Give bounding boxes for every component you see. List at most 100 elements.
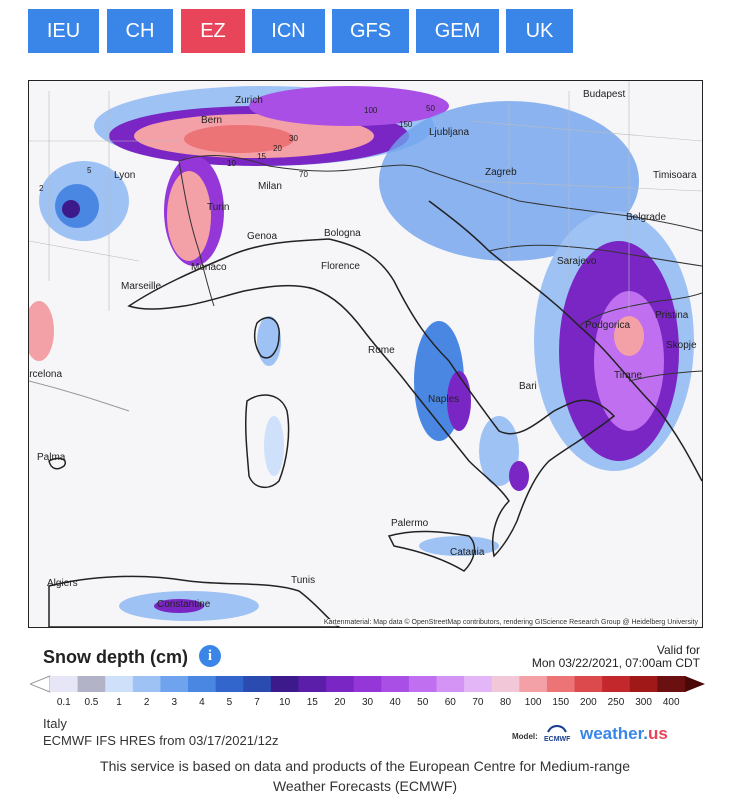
scale-swatch	[215, 676, 244, 692]
scale-tick-label: 100	[524, 697, 542, 708]
brand-suffix: us	[648, 724, 668, 743]
svg-text:15: 15	[257, 152, 266, 161]
city-label: Rome	[368, 345, 395, 356]
attribution-line: This service is based on data and produc…	[100, 758, 630, 774]
scale-tick-label: 5	[226, 697, 233, 708]
city-label: Timisoara	[653, 170, 697, 181]
tab-gem[interactable]: GEM	[416, 9, 499, 53]
tab-icn[interactable]: ICN	[252, 9, 325, 53]
city-label: Catania	[450, 547, 485, 558]
scale-tick-label: 150	[552, 697, 570, 708]
tab-ch[interactable]: CH	[107, 9, 173, 53]
svg-text:70: 70	[299, 170, 308, 179]
scale-swatch	[50, 676, 79, 692]
scale-swatch	[132, 676, 161, 692]
svg-text:2: 2	[39, 184, 44, 193]
scale-swatch	[105, 676, 134, 692]
city-label: Palermo	[391, 518, 429, 529]
city-label: Constantine	[157, 599, 211, 610]
scale-tick-label: 70	[472, 697, 484, 708]
city-label: Bari	[519, 381, 537, 392]
scale-tick-label: 300	[635, 697, 652, 708]
snow-depth-map[interactable]: Zurich Bern Lyon Milan Turin Genoa Monac…	[28, 80, 703, 628]
tab-gfs[interactable]: GFS	[332, 9, 409, 53]
scale-swatch	[602, 676, 631, 692]
scale-swatch	[519, 676, 548, 692]
ecmwf-text: ECMWF	[544, 736, 571, 743]
ecmwf-logo: ECMWF	[544, 724, 570, 743]
scale-tick-label: 50	[417, 697, 429, 708]
city-label: Milan	[258, 181, 282, 192]
scale-tick-label: 1	[116, 697, 122, 708]
scale-left-arrow	[30, 675, 51, 693]
model-run: ECMWF IFS HRES from 03/17/2021/12z	[43, 733, 279, 748]
scale-swatch	[188, 676, 217, 692]
scale-swatch	[491, 676, 520, 692]
scale-tick-label: 60	[444, 697, 456, 708]
city-label: Marseille	[121, 281, 161, 292]
city-label: Genoa	[247, 231, 277, 242]
info-icon[interactable]: i	[199, 645, 221, 667]
scale-swatch	[160, 676, 189, 692]
svg-text:20: 20	[273, 144, 282, 153]
city-label: Bologna	[324, 228, 361, 239]
scale-tick-label: 250	[607, 697, 625, 708]
attribution: This service is based on data and produc…	[0, 756, 730, 796]
scale-swatch	[353, 676, 382, 692]
contour-labels: 100 150 50 30 20 15 70 10 5 2	[39, 104, 435, 193]
scale-swatch	[298, 676, 327, 692]
city-labels: Zurich Bern Lyon Milan Turin Genoa Monac…	[29, 89, 697, 610]
scale-tick-label: 4	[199, 697, 205, 708]
valid-date: Mon 03/22/2021, 07:00am CDT	[531, 656, 700, 670]
city-label: Podgorica	[585, 320, 630, 331]
scale-swatch	[464, 676, 493, 692]
scale-tick-label: 15	[306, 697, 318, 708]
scale-tick-label: 20	[334, 697, 346, 708]
scale-swatch	[629, 676, 658, 692]
scale-swatch	[657, 676, 686, 692]
scale-swatch	[408, 676, 438, 692]
scale-tick-label: 200	[580, 697, 597, 708]
city-label: Algiers	[47, 578, 78, 589]
ecmwf-mark-icon	[547, 725, 568, 733]
city-label: Zurich	[235, 95, 263, 106]
svg-text:10: 10	[227, 159, 236, 168]
map-canvas: Zurich Bern Lyon Milan Turin Genoa Monac…	[29, 81, 702, 627]
city-label: Pristina	[655, 310, 689, 321]
city-label: Monaco	[191, 262, 227, 273]
tab-ez[interactable]: EZ	[181, 9, 245, 53]
city-label: Tunis	[291, 575, 315, 586]
scale-tick-label: 0.1	[56, 697, 71, 708]
scale-tick-label: 40	[389, 697, 401, 708]
legend-title: Snow depth (cm)	[43, 647, 188, 667]
valid-for-label: Valid for	[656, 643, 700, 657]
scale-swatch	[436, 676, 465, 692]
scale-tick-label: 400	[662, 697, 680, 708]
city-label: Skopje	[666, 340, 697, 351]
city-label: Zagreb	[485, 167, 517, 178]
region-name: Italy	[43, 716, 67, 731]
scale-tick-label: 7	[254, 697, 260, 708]
city-label: Budapest	[583, 89, 625, 100]
brand-main: weather.	[580, 724, 649, 743]
admin-lines	[29, 81, 702, 311]
tab-uk[interactable]: UK	[506, 9, 573, 53]
color-scale	[30, 675, 705, 693]
scale-tick-label: 0.5	[84, 697, 99, 708]
country-borders	[29, 155, 702, 412]
scale-tick-label: 3	[171, 697, 178, 708]
attribution-line: Weather Forecasts (ECMWF)	[272, 778, 458, 794]
tab-ieu[interactable]: IEU	[28, 9, 99, 53]
scale-swatch	[381, 676, 410, 692]
city-label: Turin	[207, 202, 229, 213]
svg-text:50: 50	[426, 104, 435, 113]
svg-text:5: 5	[87, 166, 92, 175]
city-label: Barcelona	[29, 369, 62, 380]
scale-swatch	[77, 676, 106, 692]
weather-us-logo[interactable]: weather.us	[580, 724, 668, 744]
scale-tick-label: 2	[143, 697, 150, 708]
model-label: Model:	[512, 732, 538, 741]
city-label: Bern	[201, 115, 222, 126]
city-label: Tirane	[614, 370, 642, 381]
map-credit: Kartenmaterial: Map data © OpenStreetMap…	[320, 619, 701, 626]
